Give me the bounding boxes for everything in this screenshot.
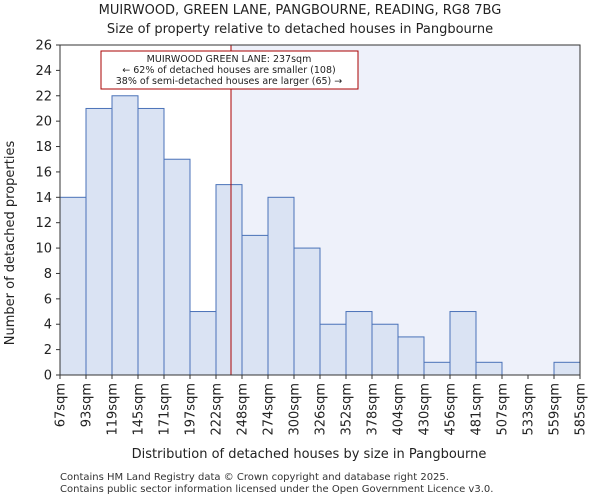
x-tick-label: 378sqm (366, 383, 381, 436)
bar-274sqm (267, 196, 295, 376)
y-tick-label: 12 (35, 216, 52, 231)
x-tick-label: 248sqm (236, 383, 251, 436)
x-tick-label: 300sqm (288, 383, 303, 436)
y-axis-label: Number of detached properties (3, 141, 18, 346)
x-tick-label: 93sqm (80, 383, 95, 427)
bar-559sqm (553, 361, 581, 376)
y-tick-label: 8 (44, 267, 52, 282)
bar-326sqm (319, 323, 347, 376)
x-tick-label: 145sqm (132, 383, 147, 436)
bar-378sqm (371, 323, 399, 376)
bar-456sqm (449, 311, 477, 376)
x-tick-label: 507sqm (496, 383, 511, 436)
bar-67sqm (59, 196, 87, 376)
bar-93sqm (85, 107, 113, 376)
bar-119sqm (111, 95, 139, 376)
y-tick-label: 4 (44, 318, 52, 333)
x-tick-label: 119sqm (106, 383, 121, 436)
x-axis-ticks: 67sqm 93sqm 119sqm 145sqm 171sqm 197sqm 222sqm… (54, 375, 589, 436)
x-tick-label: 197sqm (184, 383, 199, 436)
x-axis-label: Distribution of detached houses by size … (132, 447, 487, 462)
bar-222sqm (215, 184, 243, 376)
y-tick-label: 0 (44, 369, 52, 384)
bar-404sqm (397, 336, 425, 376)
x-tick-label: 326sqm (314, 383, 329, 436)
annotation-line-1: MUIRWOOD GREEN LANE: 237sqm (147, 54, 312, 65)
x-tick-label: 585sqm (574, 383, 589, 436)
bar-430sqm (423, 361, 451, 376)
y-tick-label: 18 (35, 140, 52, 155)
x-tick-label: 481sqm (470, 383, 485, 436)
x-tick-label: 430sqm (418, 383, 433, 436)
bar-171sqm (163, 158, 191, 376)
annotation-border (100, 50, 359, 90)
chart-title: MUIRWOOD, GREEN LANE, PANGBOURNE, READIN… (99, 3, 502, 18)
x-tick-label: 274sqm (262, 383, 277, 436)
footer-copyright: Contains HM Land Registry data © Crown c… (60, 472, 449, 483)
y-tick-label: 22 (35, 89, 52, 104)
bar-248sqm (241, 234, 269, 376)
x-tick-label: 456sqm (444, 383, 459, 436)
bar-145sqm (137, 107, 165, 376)
x-tick-label: 404sqm (392, 383, 407, 436)
chart-subtitle: Size of property relative to detached ho… (107, 22, 493, 37)
y-tick-label: 26 (35, 39, 52, 54)
x-tick-label: 559sqm (548, 383, 563, 436)
bar-481sqm (475, 361, 503, 376)
x-tick-label: 67sqm (54, 383, 69, 427)
y-tick-label: 14 (35, 191, 52, 206)
annotation-box: MUIRWOOD GREEN LANE: 237sqm ← 62% of det… (100, 50, 359, 90)
x-tick-label: 352sqm (340, 383, 355, 436)
bar-197sqm (189, 311, 217, 376)
x-tick-label: 222sqm (210, 383, 225, 436)
x-tick-label: 171sqm (158, 383, 173, 436)
bars-group (59, 95, 581, 376)
y-tick-label: 10 (35, 242, 52, 257)
annotation-line-3: 38% of semi-detached houses are larger (… (116, 76, 343, 87)
y-tick-label: 6 (44, 292, 52, 307)
bar-300sqm (293, 247, 321, 376)
annotation-line-2: ← 62% of detached houses are smaller (10… (122, 65, 335, 76)
footer-licence: Contains public sector information licen… (60, 484, 494, 495)
y-tick-label: 16 (35, 165, 52, 180)
y-tick-label: 24 (35, 64, 52, 79)
x-tick-label: 533sqm (522, 383, 537, 436)
y-tick-label: 20 (35, 115, 52, 130)
y-tick-label: 2 (44, 343, 52, 358)
bar-352sqm (345, 311, 373, 376)
